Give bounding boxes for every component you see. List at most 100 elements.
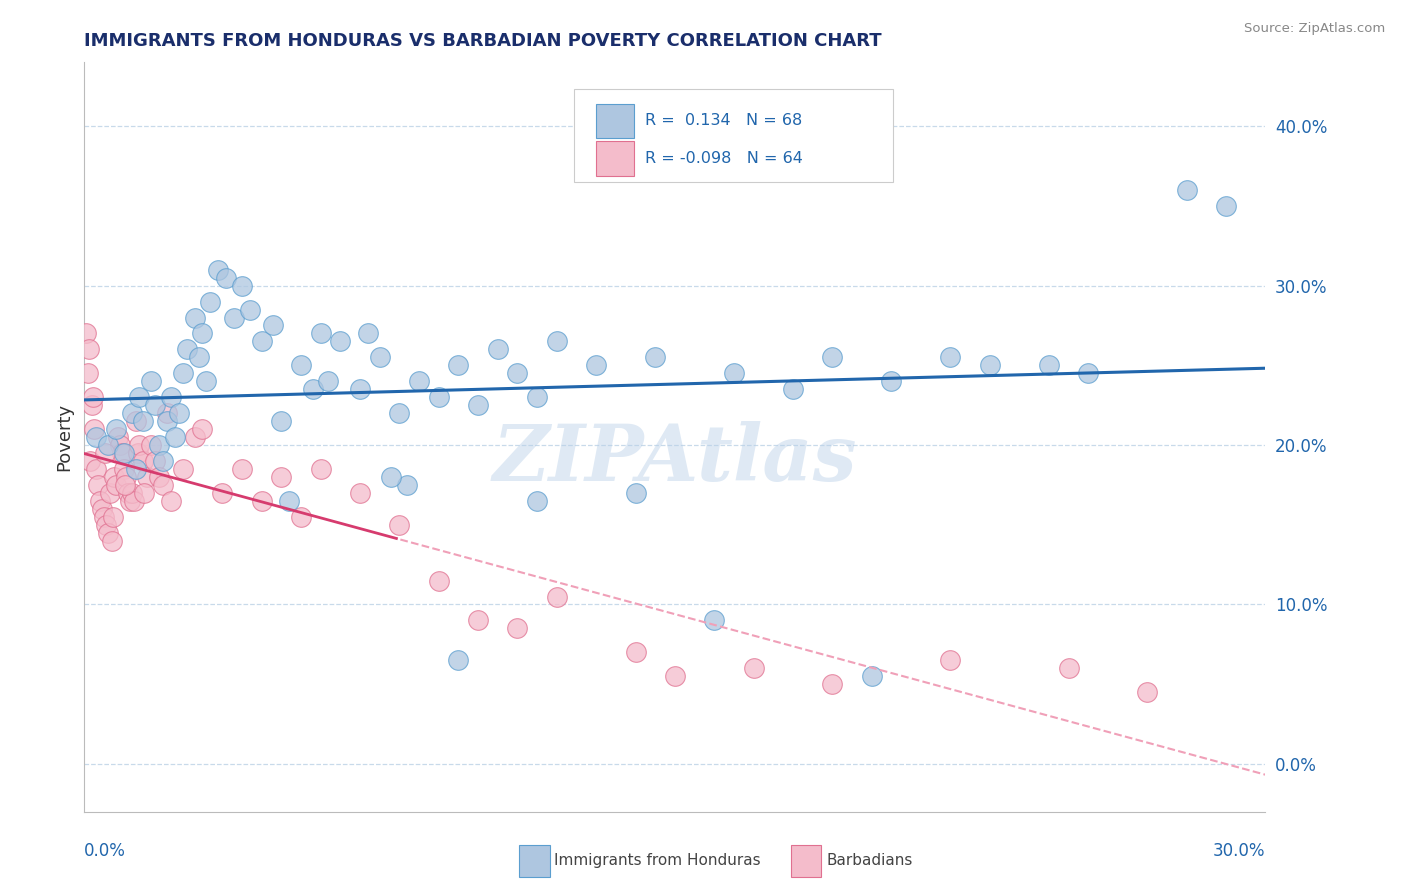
Point xyxy=(121,486,143,500)
Point xyxy=(143,398,166,412)
Point xyxy=(939,653,962,667)
Point xyxy=(122,493,145,508)
Point xyxy=(1038,359,1060,373)
Point xyxy=(143,454,166,468)
Point xyxy=(103,470,125,484)
Point xyxy=(979,359,1001,373)
Point xyxy=(104,422,127,436)
Point xyxy=(215,270,238,285)
Point xyxy=(939,351,962,365)
Point xyxy=(262,318,284,333)
Point xyxy=(195,374,218,388)
Point xyxy=(114,478,136,492)
Point xyxy=(191,326,214,341)
Point xyxy=(349,382,371,396)
Point xyxy=(1215,199,1237,213)
Point xyxy=(546,334,568,349)
Point xyxy=(231,278,253,293)
Point xyxy=(82,390,104,404)
FancyBboxPatch shape xyxy=(575,88,893,182)
Point xyxy=(136,470,159,484)
Point xyxy=(329,334,352,349)
Point xyxy=(467,398,489,412)
Point xyxy=(118,493,141,508)
Point xyxy=(84,430,107,444)
Point xyxy=(134,486,156,500)
Point xyxy=(89,493,111,508)
Point xyxy=(309,326,332,341)
Point xyxy=(104,478,127,492)
Point xyxy=(112,446,135,460)
Point xyxy=(742,661,765,675)
Point xyxy=(124,414,146,428)
Point xyxy=(94,446,117,460)
Point xyxy=(309,462,332,476)
Point xyxy=(357,326,380,341)
Point xyxy=(624,486,647,500)
Point xyxy=(156,406,179,420)
Point xyxy=(880,374,903,388)
Point xyxy=(349,486,371,500)
Point xyxy=(117,486,139,500)
Point xyxy=(301,382,323,396)
Point xyxy=(526,390,548,404)
Point xyxy=(141,438,163,452)
Point xyxy=(664,669,686,683)
Point xyxy=(467,614,489,628)
Y-axis label: Poverty: Poverty xyxy=(55,403,73,471)
Point xyxy=(723,367,745,381)
Text: Source: ZipAtlas.com: Source: ZipAtlas.com xyxy=(1244,22,1385,36)
Point xyxy=(84,462,107,476)
Text: 0.0%: 0.0% xyxy=(84,842,127,860)
Point xyxy=(191,422,214,436)
Point xyxy=(585,359,607,373)
Text: Barbadians: Barbadians xyxy=(827,853,912,868)
Point xyxy=(176,343,198,357)
Point xyxy=(108,438,131,452)
Point xyxy=(156,414,179,428)
Point xyxy=(101,533,124,548)
Point xyxy=(121,406,143,420)
Point xyxy=(83,422,105,436)
Point xyxy=(172,462,194,476)
Point xyxy=(396,478,419,492)
Point xyxy=(148,438,170,452)
FancyBboxPatch shape xyxy=(519,846,550,877)
Point xyxy=(1136,685,1159,699)
Point xyxy=(97,438,120,452)
Point xyxy=(183,310,205,325)
Point xyxy=(112,462,135,476)
Point xyxy=(526,493,548,508)
FancyBboxPatch shape xyxy=(596,103,634,138)
Point xyxy=(486,343,509,357)
Point xyxy=(207,262,229,277)
Point xyxy=(506,621,529,635)
Point xyxy=(270,470,292,484)
Point xyxy=(148,470,170,484)
Point xyxy=(703,614,725,628)
Point xyxy=(427,574,450,588)
Point xyxy=(187,351,209,365)
Text: IMMIGRANTS FROM HONDURAS VS BARBADIAN POVERTY CORRELATION CHART: IMMIGRANTS FROM HONDURAS VS BARBADIAN PO… xyxy=(84,32,882,50)
Point xyxy=(821,677,844,691)
Point xyxy=(172,367,194,381)
Point xyxy=(98,486,121,500)
Point xyxy=(91,501,114,516)
Point xyxy=(250,334,273,349)
Point xyxy=(388,517,411,532)
Point xyxy=(152,454,174,468)
Text: R =  0.134   N = 68: R = 0.134 N = 68 xyxy=(645,113,803,128)
Point xyxy=(278,493,301,508)
Point xyxy=(318,374,340,388)
Point xyxy=(160,493,183,508)
Point xyxy=(79,454,101,468)
Text: 30.0%: 30.0% xyxy=(1213,842,1265,860)
Point xyxy=(132,454,155,468)
FancyBboxPatch shape xyxy=(790,846,821,877)
Point xyxy=(546,590,568,604)
Point xyxy=(427,390,450,404)
Point xyxy=(368,351,391,365)
Point xyxy=(97,525,120,540)
Point xyxy=(408,374,430,388)
Point xyxy=(77,367,100,381)
